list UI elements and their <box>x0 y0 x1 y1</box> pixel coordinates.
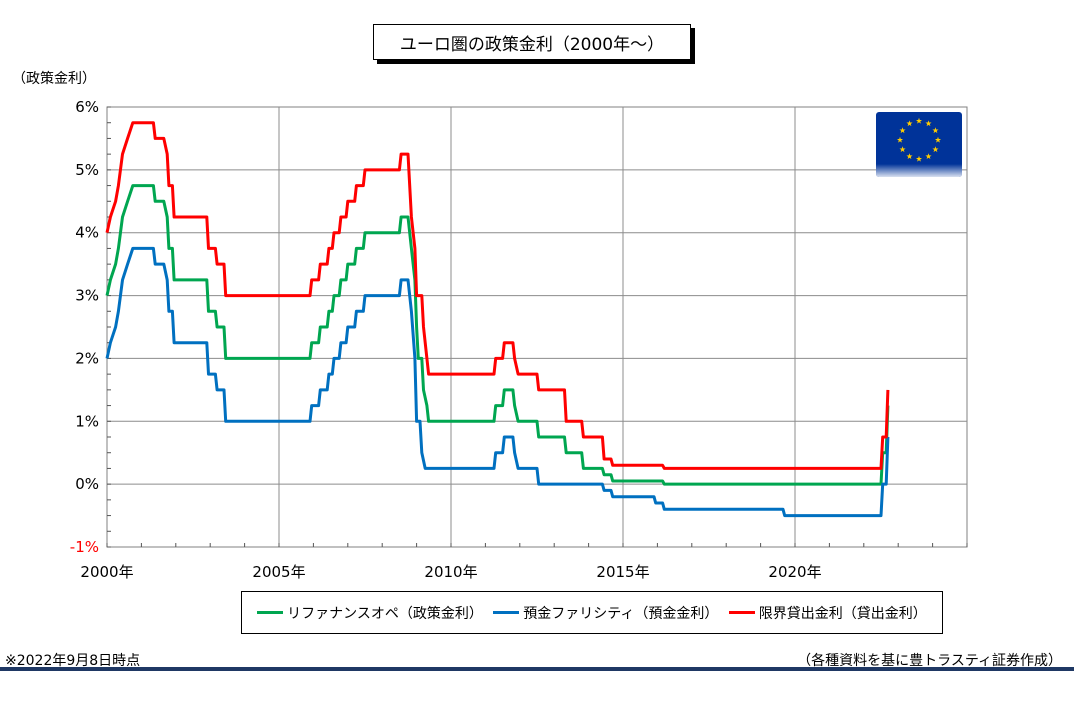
series-line-1 <box>105 246 890 518</box>
legend-item-lending: 限界貸出金利（貸出金利） <box>728 603 927 623</box>
y-tick-label: 1% <box>75 412 99 430</box>
series-line-0 <box>105 184 890 486</box>
y-tick-label: -1% <box>70 538 99 556</box>
flag-star <box>896 136 904 143</box>
flag-star <box>915 117 923 124</box>
legend-label-deposit: 預金ファリシティ（預金金利） <box>523 605 719 622</box>
flag-star <box>899 127 906 134</box>
y-tick-label: 3% <box>75 287 99 305</box>
legend-swatch-deposit <box>493 611 520 614</box>
flag-star <box>934 136 942 143</box>
x-tick-label: 2005年 <box>252 563 305 581</box>
x-tick-label: 2010年 <box>424 563 477 581</box>
flag-star <box>932 127 939 134</box>
y-tick-labels: 6% 5% 4% 3% 2% 1% 0% -1% <box>70 98 99 556</box>
y-tick-label: 2% <box>75 349 99 367</box>
eu-flag-icon <box>876 112 962 177</box>
chart-title-text: ユーロ圏の政策金利（2000年～） <box>399 34 665 55</box>
legend-label-refinance: リファナンスオペ（政策金利） <box>287 605 483 622</box>
flag-star <box>932 146 939 153</box>
series-lines <box>105 121 890 518</box>
flag-star <box>915 155 923 162</box>
y-tick-label: 5% <box>75 161 99 179</box>
y-axis-label: （政策金利） <box>12 71 96 87</box>
footnote: ※2022年9月8日時点 <box>5 653 141 669</box>
y-tick-label: 6% <box>75 98 99 116</box>
x-tick-label: 2000年 <box>80 563 133 581</box>
legend-swatch-lending <box>728 611 755 614</box>
legend-label-lending: 限界貸出金利（貸出金利） <box>758 605 927 622</box>
y-tick-label: 0% <box>75 475 99 493</box>
legend-item-deposit: 預金ファリシティ（預金金利） <box>493 603 718 623</box>
legend: リファナンスオペ（政策金利） 預金ファリシティ（預金金利） 限界貸出金利（貸出金… <box>241 591 943 634</box>
series-line-2 <box>105 121 890 470</box>
flag-star <box>899 146 906 153</box>
x-tick-label: 2015年 <box>596 563 649 581</box>
source-note: （各種資料を基に豊トラスティ証券作成） <box>797 653 1062 669</box>
flag-star <box>925 153 932 160</box>
y-tick-label: 4% <box>75 224 99 242</box>
x-tick-label: 2020年 <box>768 563 821 581</box>
chart-plot: 6%5%4%3%2%1%0%-1% 2000年 2005年 2010年 2015年 20… <box>70 98 968 581</box>
flag-star <box>906 153 913 160</box>
legend-swatch-refinance <box>257 611 284 614</box>
flag-star <box>925 120 932 127</box>
bottom-rule <box>0 667 1074 671</box>
flag-star <box>906 120 913 127</box>
x-tick-labels: 2000年 2005年 2010年 2015年 2020年 <box>80 563 821 581</box>
chart-title: ユーロ圏の政策金利（2000年～） <box>373 24 691 60</box>
legend-item-refinance: リファナンスオペ（政策金利） <box>257 603 483 623</box>
